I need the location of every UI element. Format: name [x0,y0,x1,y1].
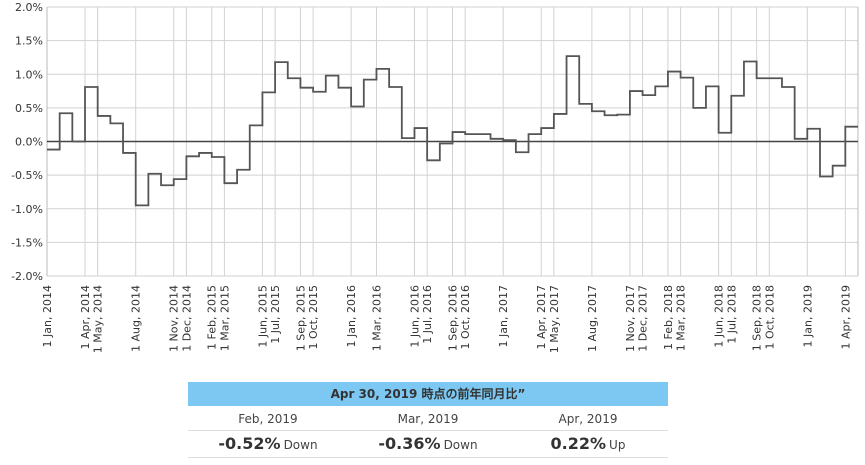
x-tick-label: 1 Feb, 2015 [206,285,219,350]
summary-direction: Down [443,438,478,452]
x-axis-ticks: 1 Jan, 2014 1 Apr, 2014 1 May, 2014 1 Aug, … [41,285,852,353]
x-tick-label: 1 Dec, 2017 [637,285,650,352]
x-tick-label: 1 Oct, 2016 [459,285,472,350]
x-tick-label: 1 Sep, 2018 [751,285,764,351]
x-tick-label: 1 Jun, 2018 [713,285,726,348]
x-tick-label: 1 Oct, 2018 [763,285,776,350]
y-tick-label: 0.5% [15,102,43,115]
summary-month: Apr, 2019 [558,412,618,426]
x-tick-label: 1 Oct, 2015 [307,285,320,350]
x-tick-label: 1 Jan, 2014 [41,285,54,347]
x-tick-label: 1 Aug, 2014 [130,285,143,352]
x-tick-label: 1 Nov, 2014 [168,285,181,352]
x-tick-label: 1 Mar, 2016 [370,285,383,351]
summary-cell: -0.52% Down [188,431,348,457]
y-tick-label: 2.0% [15,1,43,14]
summary-month: Mar, 2019 [397,412,459,426]
x-tick-label: 1 Feb, 2018 [662,285,675,350]
x-tick-label: 1 Jun, 2015 [256,285,269,348]
y-tick-label: -1.0% [11,203,43,216]
x-tick-label: 1 Sep, 2015 [294,285,307,351]
summary-cell: 0.22% Up [508,431,668,457]
x-tick-label: 1 Apr, 2019 [839,285,852,350]
x-tick-label: 1 Jan, 2017 [497,285,510,347]
y-tick-label: -1.5% [11,236,43,249]
summary-direction: Down [283,438,318,452]
x-tick-label: 1 Jul, 2016 [421,285,434,344]
x-tick-label: 1 Dec, 2014 [180,285,193,352]
x-tick-label: 1 Mar, 2015 [218,285,231,351]
summary-cell: -0.36% Down [348,431,508,457]
x-tick-label: 1 Aug, 2017 [586,285,599,352]
x-tick-label: 1 Jan, 2019 [801,285,814,347]
x-tick-label: 1 Nov, 2017 [624,285,637,352]
summary-value: -0.52% [218,434,281,453]
series-layer [47,55,858,207]
x-tick-label: 1 Apr, 2017 [535,285,548,350]
step-series-line [47,55,858,207]
x-tick-label: 1 May, 2017 [548,285,561,353]
summary-direction: Up [609,438,626,452]
summary-table: Apr 30, 2019 時点の前年同月比” Feb, 2019 Mar, 20… [188,382,668,458]
x-tick-label: 1 Sep, 2016 [447,285,460,351]
y-axis-ticks: 2.0% 1.5% 1.0% 0.5% 0.0% -0.5% -1.0% -1.5% -2.0% [11,1,43,283]
summary-title: Apr 30, 2019 時点の前年同月比” [188,382,668,406]
summary-month: Feb, 2019 [238,412,298,426]
y-tick-label: -2.0% [11,270,43,283]
yoy-step-chart: 2.0% 1.5% 1.0% 0.5% 0.0% -0.5% -1.0% -1.5% -2.0%… [11,1,859,353]
summary-value: 0.22% [550,434,607,453]
x-tick-label: 1 Jul, 2015 [269,285,282,344]
y-tick-label: -0.5% [11,169,43,182]
y-tick-label: 1.0% [15,68,43,81]
x-tick-label: 1 Mar, 2018 [675,285,688,351]
y-tick-label: 0.0% [15,136,43,149]
y-tick-label: 1.5% [15,35,43,48]
summary-values-row: -0.52% Down -0.36% Down 0.22% Up [188,430,668,458]
x-tick-label: 1 Jan, 2016 [345,285,358,347]
summary-value: -0.36% [378,434,441,453]
x-tick-label: 1 May, 2014 [92,285,105,353]
x-tick-label: 1 Jun, 2016 [408,285,421,348]
x-tick-label: 1 Jul, 2018 [725,285,738,344]
summary-months-row: Feb, 2019 Mar, 2019 Apr, 2019 [188,406,668,430]
x-tick-label: 1 Apr, 2014 [79,285,92,350]
